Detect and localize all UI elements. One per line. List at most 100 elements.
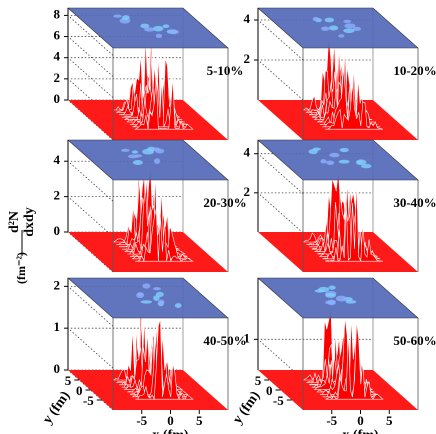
panel-label: 10-20%: [393, 63, 436, 78]
y-tick-label: 0: [76, 383, 83, 398]
surface-peaks: [112, 165, 194, 263]
top-blob: [335, 295, 347, 302]
y-tick-label: 0: [266, 383, 273, 398]
top-blob: [352, 26, 362, 31]
x-tick-label: 0: [167, 413, 174, 428]
top-blob: [326, 160, 335, 166]
top-blob: [325, 292, 337, 298]
top-blob: [113, 14, 122, 18]
z-tick-label: 4: [54, 49, 61, 64]
top-blob: [144, 27, 155, 32]
top-blob: [338, 34, 345, 38]
z-tick-label: 1: [244, 330, 251, 345]
top-blob: [153, 158, 161, 165]
top-blob: [132, 159, 143, 166]
x-tick-label: 5: [196, 413, 203, 428]
top-blob: [320, 26, 330, 31]
x-axis-label: x (fm): [342, 428, 378, 434]
surface-peaks: [113, 30, 194, 130]
top-blob: [169, 29, 179, 35]
x-tick-label: -5: [136, 413, 147, 428]
peak-row: [325, 321, 384, 400]
top-blob: [142, 148, 155, 155]
x-axis-label: x (fm): [152, 428, 188, 434]
surface-peaks: [112, 298, 194, 401]
top-plane: [67, 139, 229, 181]
peak-row: [135, 318, 194, 401]
top-blob: [121, 148, 130, 152]
top-blob: [312, 147, 321, 151]
top-blob: [153, 25, 164, 32]
y-axis-title: (fm⁻²) d²N dxdy: [7, 207, 37, 284]
z-tick-label: 0: [54, 223, 61, 238]
surface-peaks: [302, 169, 383, 262]
top-blob: [131, 150, 139, 154]
panel-label: 50-60%: [393, 333, 436, 348]
top-blob: [343, 28, 355, 34]
top-blob: [343, 19, 352, 24]
z-tick-label: 6: [54, 28, 61, 43]
surface-peaks: [302, 307, 384, 400]
top-blob: [360, 163, 372, 169]
y-axis-label: y (fm): [40, 388, 73, 426]
z-tick-label: 2: [244, 51, 251, 66]
x-tick-label: 0: [357, 413, 364, 428]
z-tick-label: 4: [54, 152, 61, 167]
top-blob: [140, 300, 153, 304]
top-blob: [329, 152, 340, 158]
top-blob: [318, 286, 330, 293]
panel-label: 30-40%: [393, 195, 436, 210]
top-blob: [344, 23, 356, 29]
z-tick-label: 2: [54, 70, 61, 85]
y-axis-label: y (fm): [230, 388, 263, 426]
top-blob: [122, 15, 130, 21]
x-tick-label: -5: [326, 413, 337, 428]
top-blob: [355, 159, 367, 165]
z-tick-label: 1: [54, 319, 61, 334]
y-tick-label: -5: [83, 393, 94, 408]
top-blob: [174, 303, 182, 309]
y-denominator: dxdy: [22, 207, 37, 237]
z-tick-label: 2: [244, 184, 251, 199]
top-blob: [157, 299, 165, 306]
top-blob: [338, 159, 350, 164]
peak-row: [135, 208, 194, 263]
z-tick-label: 8: [54, 6, 61, 21]
top-blob: [140, 23, 150, 29]
x-tick-label: 5: [386, 413, 393, 428]
top-blob: [339, 147, 349, 153]
top-blob: [134, 154, 143, 158]
y-tick-label: 5: [255, 373, 262, 388]
z-tick-label: 2: [54, 188, 61, 203]
z-tick-label: 4: [244, 145, 251, 160]
panel-label: 5-10%: [207, 63, 244, 78]
z-tick-label: 0: [54, 361, 61, 376]
top-blob: [155, 33, 163, 38]
top-blob: [327, 299, 336, 306]
top-blob: [142, 283, 151, 289]
top-blob: [328, 285, 336, 290]
top-blob: [345, 300, 357, 304]
top-blob: [162, 24, 170, 28]
top-blob: [136, 292, 144, 296]
top-blob: [155, 291, 164, 298]
top-blob: [320, 159, 327, 164]
y-tick-label: 5: [65, 373, 72, 388]
top-blob: [153, 287, 161, 291]
y-numerator: d²N: [7, 211, 22, 233]
top-blob: [312, 16, 319, 22]
z-tick-label: 0: [54, 91, 61, 106]
z-tick-label: 2: [54, 277, 61, 292]
peak-row: [134, 77, 194, 130]
surface-peaks: [302, 36, 383, 130]
panel-label: 40-50%: [203, 333, 246, 348]
grid-line: [66, 327, 183, 369]
grid-line: [256, 59, 373, 101]
top-blob: [324, 17, 335, 23]
y-unit: (fm⁻²): [14, 252, 28, 284]
top-plane: [257, 139, 419, 181]
z-tick-label: 4: [244, 11, 251, 26]
y-tick-label: -5: [273, 393, 284, 408]
peak-row: [325, 83, 383, 130]
